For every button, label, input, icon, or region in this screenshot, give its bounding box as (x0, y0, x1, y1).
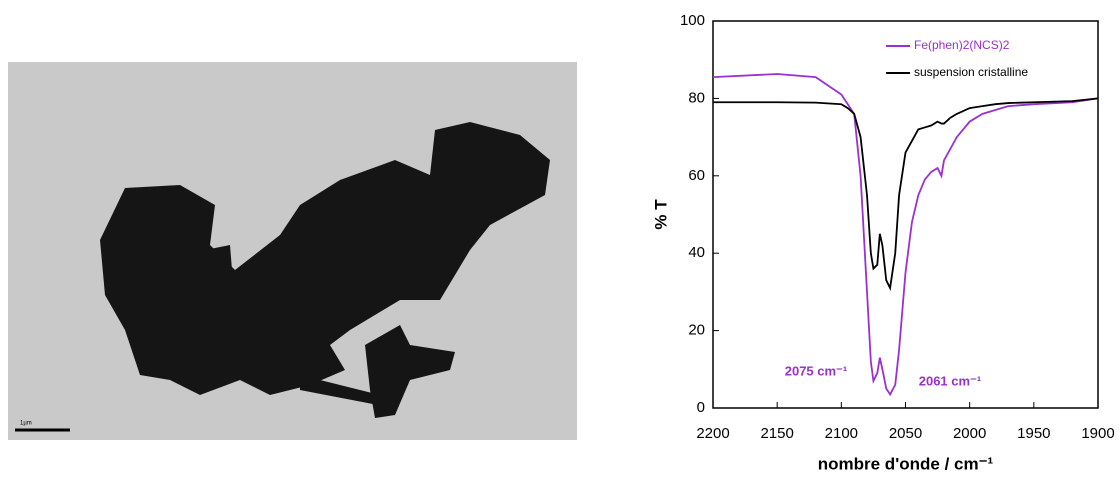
x-tick-label: 2150 (760, 425, 793, 442)
series-line (712, 73, 1099, 397)
legend-label: Fe(phen)2(NCS)2 (914, 38, 1010, 52)
x-tick-label: 2100 (825, 425, 858, 442)
crystal-aggregate (100, 122, 550, 418)
x-tick-label: 2050 (889, 425, 922, 442)
scale-bar-label: 1µm (20, 421, 32, 427)
y-tick-label: 0 (697, 399, 705, 416)
y-tick-label: 80 (688, 89, 705, 106)
peak-annotation: 2075 cm⁻¹ (785, 363, 848, 378)
legend-label: suspension cristalline (914, 65, 1028, 79)
series-line (713, 97, 1099, 291)
y-tick-label: 100 (680, 12, 705, 29)
x-tick-label: 2200 (696, 425, 729, 442)
y-axis-label: % T (651, 199, 670, 230)
y-tick-label: 40 (688, 244, 705, 261)
y-tick-label: 20 (688, 322, 705, 339)
y-tick-label: 60 (688, 167, 705, 184)
x-tick-label: 1950 (1017, 425, 1050, 442)
x-tick-label: 1900 (1081, 425, 1114, 442)
x-tick-label: 2000 (953, 425, 986, 442)
plot-frame (712, 20, 1099, 409)
x-axis-label: nombre d'onde / cm⁻¹ (818, 454, 994, 473)
peak-annotation: 2061 cm⁻¹ (919, 373, 982, 388)
